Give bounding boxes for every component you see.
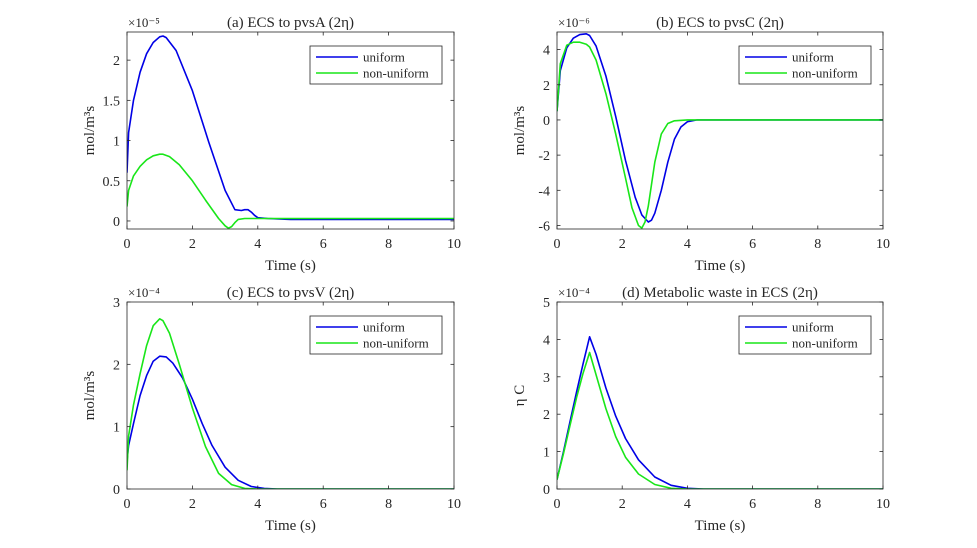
x-tick-label: 0	[124, 237, 131, 252]
y-tick-label: 1	[113, 135, 120, 150]
y-tick-label: 1	[113, 421, 120, 436]
series-line-uniform	[127, 355, 454, 489]
legend-box	[738, 315, 872, 355]
y-tick-label: 2	[543, 79, 550, 94]
legend-label: non-uniform	[363, 336, 429, 351]
x-tick-label: 6	[320, 497, 327, 512]
y-tick-label: 2	[113, 54, 120, 69]
y-exponent-label: ×10⁻⁴	[558, 285, 590, 300]
x-tick-label: 2	[619, 237, 626, 252]
y-axis-label: mol/m³s	[82, 106, 98, 156]
subplot-a: 0 2 4 6 8 10 0 0.5 1 1.5 2 ×10⁻⁵ (a) ECS to pvsA (2η…	[82, 15, 461, 274]
series-line-non-uniform	[127, 317, 454, 489]
x-tick-label: 6	[320, 237, 327, 252]
subplot-c: 0 2 4 6 8 10 0 1 2 3 ×10⁻⁴ (c) ECS to pvsV (2η) Time…	[82, 285, 461, 534]
legend-box	[309, 315, 443, 355]
legend-label: uniform	[792, 320, 834, 335]
legend-label: non-uniform	[363, 66, 429, 81]
subplot-title: (b) ECS to pvsC (2η)	[656, 15, 784, 31]
y-exponent-label: ×10⁻⁵	[128, 15, 160, 30]
subplot-d: 0 2 4 6 8 10 0 1 2 3 4 5 ×10⁻⁴ (d) Metabolic waste in…	[512, 285, 890, 534]
subplot-title: (c) ECS to pvsV (2η)	[227, 285, 355, 301]
x-tick-label: 0	[554, 237, 561, 252]
x-axis-label: Time (s)	[265, 518, 316, 534]
x-tick-label: 10	[876, 497, 890, 512]
x-tick-label: 2	[189, 497, 196, 512]
legend-label: non-uniform	[792, 66, 858, 81]
y-tick-label: 0.5	[103, 175, 121, 190]
x-tick-label: 4	[254, 237, 261, 252]
y-tick-label: 5	[543, 296, 550, 311]
y-tick-label: 0	[113, 483, 120, 498]
y-exponent-label: ×10⁻⁶	[558, 15, 590, 30]
legend-label: uniform	[792, 50, 834, 65]
y-tick-label: -2	[538, 149, 550, 164]
x-tick-label: 10	[447, 237, 461, 252]
x-tick-label: 4	[684, 497, 691, 512]
x-tick-label: 8	[814, 237, 821, 252]
x-tick-label: 0	[554, 497, 561, 512]
y-tick-label: -4	[538, 184, 550, 199]
x-tick-label: 4	[254, 497, 261, 512]
x-tick-label: 4	[684, 237, 691, 252]
y-tick-label: 1	[543, 446, 550, 461]
x-tick-label: 2	[619, 497, 626, 512]
y-exponent-label: ×10⁻⁴	[128, 285, 160, 300]
series-line-non-uniform	[127, 153, 454, 229]
x-tick-label: 0	[124, 497, 131, 512]
subplot-b: 0 2 4 6 8 10 -6 -4 -2 0 2 4 ×10⁻⁶ (b) ECS to pvsC (2η…	[512, 15, 890, 274]
x-axis-label: Time (s)	[695, 258, 746, 274]
x-tick-label: 10	[876, 237, 890, 252]
axes-frame	[126, 31, 455, 230]
x-tick-label: 8	[814, 497, 821, 512]
y-axis-label: mol/m³s	[82, 371, 98, 421]
y-tick-label: 4	[543, 44, 550, 59]
axes-frame	[556, 31, 884, 230]
y-tick-label: 2	[113, 358, 120, 373]
legend-label: uniform	[363, 320, 405, 335]
y-tick-label: 3	[113, 296, 120, 311]
y-axis-label: mol/m³s	[512, 106, 528, 156]
y-tick-label: 0	[543, 483, 550, 498]
x-axis-label: Time (s)	[265, 258, 316, 274]
y-axis-label: η C	[512, 385, 528, 407]
subplot-title: (a) ECS to pvsA (2η)	[227, 15, 354, 31]
y-tick-label: 0	[113, 215, 120, 230]
series-line-non-uniform	[557, 351, 883, 489]
axes-frame	[126, 301, 455, 490]
legend-box	[309, 45, 443, 85]
y-tick-label: 2	[543, 408, 550, 423]
x-tick-label: 6	[749, 497, 756, 512]
y-tick-label: 0	[543, 114, 550, 129]
legend-label: non-uniform	[792, 336, 858, 351]
x-tick-label: 6	[749, 237, 756, 252]
legend-box	[738, 45, 872, 85]
y-tick-label: 3	[543, 371, 550, 386]
x-tick-label: 10	[447, 497, 461, 512]
y-tick-label: 1.5	[103, 94, 121, 109]
x-tick-label: 8	[385, 237, 392, 252]
x-axis-label: Time (s)	[695, 518, 746, 534]
axes-frame	[556, 301, 884, 490]
series-line-uniform	[557, 335, 883, 489]
series-line-non-uniform	[557, 41, 883, 229]
x-tick-label: 8	[385, 497, 392, 512]
y-tick-label: -6	[538, 219, 550, 234]
x-tick-label: 2	[189, 237, 196, 252]
y-tick-label: 4	[543, 333, 550, 348]
legend-label: uniform	[363, 50, 405, 65]
subplot-title: (d) Metabolic waste in ECS (2η)	[622, 285, 818, 301]
